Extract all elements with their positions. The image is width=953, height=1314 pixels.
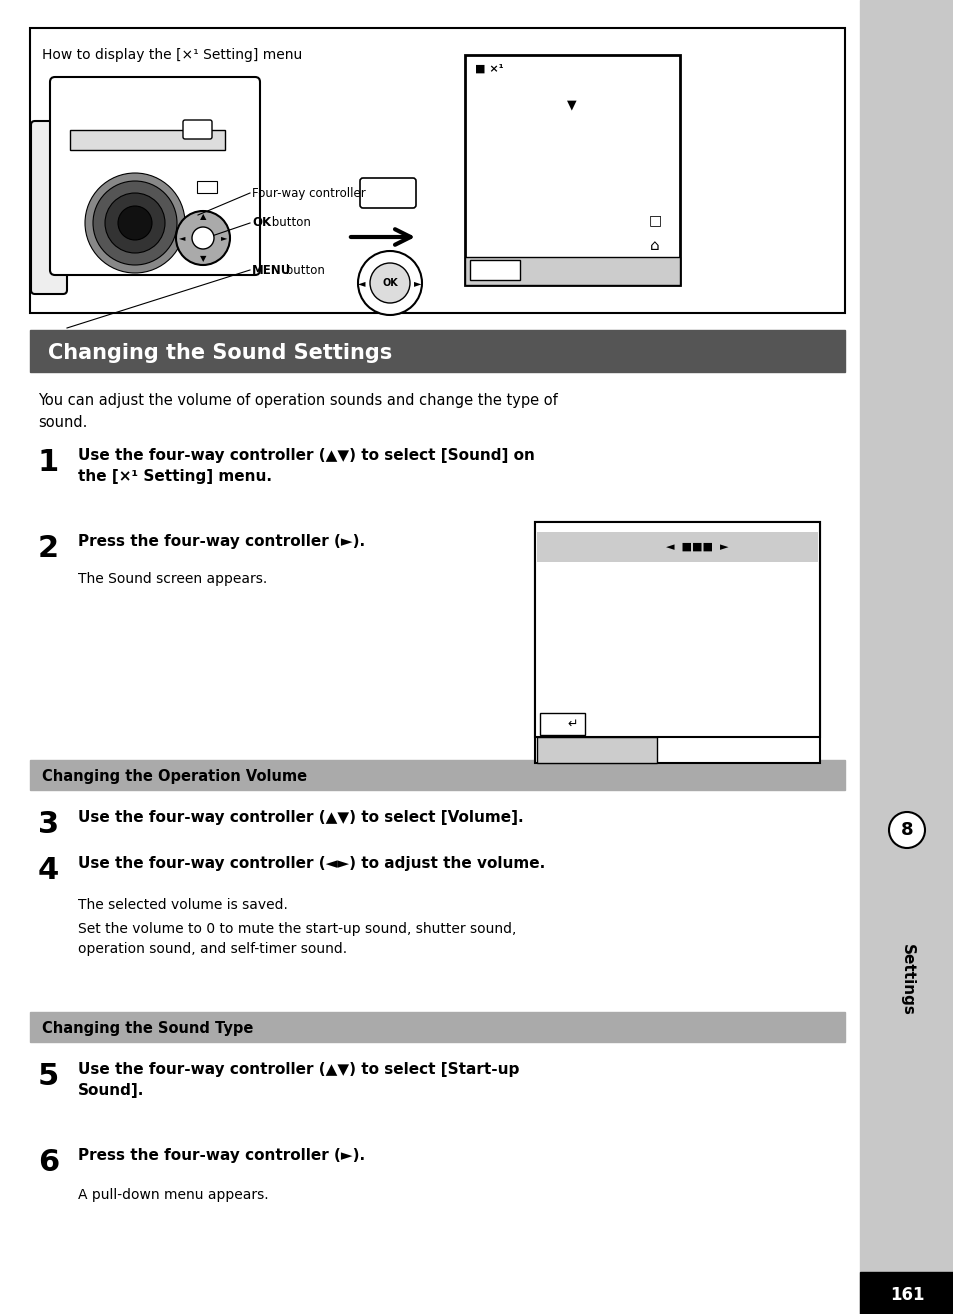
Text: 161: 161 bbox=[889, 1286, 923, 1303]
Text: Press the four-way controller (►).: Press the four-way controller (►). bbox=[78, 1148, 365, 1163]
Bar bbox=[537, 532, 817, 562]
Bar bbox=[470, 260, 519, 280]
Text: ►: ► bbox=[220, 234, 227, 243]
Bar bbox=[859, 0, 953, 1314]
Circle shape bbox=[105, 193, 165, 254]
Circle shape bbox=[92, 181, 177, 265]
Text: The selected volume is saved.: The selected volume is saved. bbox=[78, 897, 288, 912]
Text: 1: 1 bbox=[38, 448, 59, 477]
Text: Use the four-way controller (▲▼) to select [Volume].: Use the four-way controller (▲▼) to sele… bbox=[78, 809, 523, 825]
Bar bbox=[30, 759, 844, 790]
Bar bbox=[30, 1012, 844, 1042]
FancyBboxPatch shape bbox=[359, 177, 416, 208]
Text: OK: OK bbox=[252, 217, 271, 230]
Text: 2: 2 bbox=[38, 533, 59, 562]
Text: Changing the Sound Settings: Changing the Sound Settings bbox=[48, 343, 392, 363]
Bar bbox=[535, 522, 820, 763]
Text: How to display the [×¹ Setting] menu: How to display the [×¹ Setting] menu bbox=[42, 49, 302, 62]
Text: ►: ► bbox=[414, 279, 421, 288]
Text: ▼: ▼ bbox=[199, 255, 206, 264]
Text: Changing the Sound Type: Changing the Sound Type bbox=[42, 1021, 253, 1037]
Bar bbox=[464, 258, 679, 285]
Text: The Sound screen appears.: The Sound screen appears. bbox=[78, 572, 267, 586]
FancyBboxPatch shape bbox=[183, 120, 212, 139]
Text: Press the four-way controller (►).: Press the four-way controller (►). bbox=[78, 533, 365, 549]
Text: Set the volume to 0 to mute the start-up sound, shutter sound,
operation sound, : Set the volume to 0 to mute the start-up… bbox=[78, 922, 516, 955]
Text: ▼: ▼ bbox=[567, 99, 577, 112]
Text: button: button bbox=[282, 264, 325, 276]
Text: ⌂: ⌂ bbox=[650, 238, 659, 252]
Text: 5: 5 bbox=[38, 1062, 59, 1091]
Bar bbox=[70, 130, 225, 150]
FancyArrowPatch shape bbox=[351, 229, 410, 244]
Text: Settings: Settings bbox=[899, 943, 914, 1016]
Text: OK: OK bbox=[382, 279, 397, 288]
Text: 8: 8 bbox=[900, 821, 912, 840]
Text: ◄  ■■■  ►: ◄ ■■■ ► bbox=[665, 541, 727, 552]
Circle shape bbox=[888, 812, 924, 848]
Text: A pull-down menu appears.: A pull-down menu appears. bbox=[78, 1188, 269, 1202]
Bar bbox=[859, 1272, 953, 1314]
Circle shape bbox=[175, 212, 230, 265]
Text: ◄: ◄ bbox=[178, 234, 185, 243]
Text: ▲: ▲ bbox=[199, 213, 206, 222]
Bar bbox=[537, 737, 657, 763]
Text: ↵: ↵ bbox=[567, 717, 578, 731]
Text: 3: 3 bbox=[38, 809, 59, 840]
Text: ■ ×¹: ■ ×¹ bbox=[475, 64, 503, 74]
Bar bbox=[535, 522, 820, 737]
Text: Four-way controller: Four-way controller bbox=[252, 187, 365, 200]
Text: MENU: MENU bbox=[252, 264, 291, 276]
Text: Use the four-way controller (▲▼) to select [Start-up
Sound].: Use the four-way controller (▲▼) to sele… bbox=[78, 1062, 518, 1099]
Circle shape bbox=[357, 251, 421, 315]
Circle shape bbox=[85, 173, 185, 273]
Circle shape bbox=[370, 263, 410, 304]
Text: ◄: ◄ bbox=[358, 279, 365, 288]
Text: □: □ bbox=[648, 213, 660, 227]
Bar bbox=[539, 714, 584, 735]
Circle shape bbox=[192, 227, 213, 248]
Bar bbox=[196, 181, 216, 193]
Text: Use the four-way controller (▲▼) to select [Sound] on
the [×¹ Setting] menu.: Use the four-way controller (▲▼) to sele… bbox=[78, 448, 535, 484]
Text: Changing the Operation Volume: Changing the Operation Volume bbox=[42, 770, 307, 784]
FancyBboxPatch shape bbox=[50, 78, 260, 275]
Text: 6: 6 bbox=[38, 1148, 59, 1177]
Bar bbox=[30, 28, 844, 313]
FancyBboxPatch shape bbox=[30, 121, 67, 294]
Bar bbox=[464, 55, 679, 285]
Text: button: button bbox=[268, 217, 311, 230]
Bar bbox=[30, 330, 844, 372]
Circle shape bbox=[118, 206, 152, 240]
Text: Use the four-way controller (◄►) to adjust the volume.: Use the four-way controller (◄►) to adju… bbox=[78, 855, 545, 871]
Text: 4: 4 bbox=[38, 855, 59, 886]
Text: You can adjust the volume of operation sounds and change the type of
sound.: You can adjust the volume of operation s… bbox=[38, 393, 558, 430]
